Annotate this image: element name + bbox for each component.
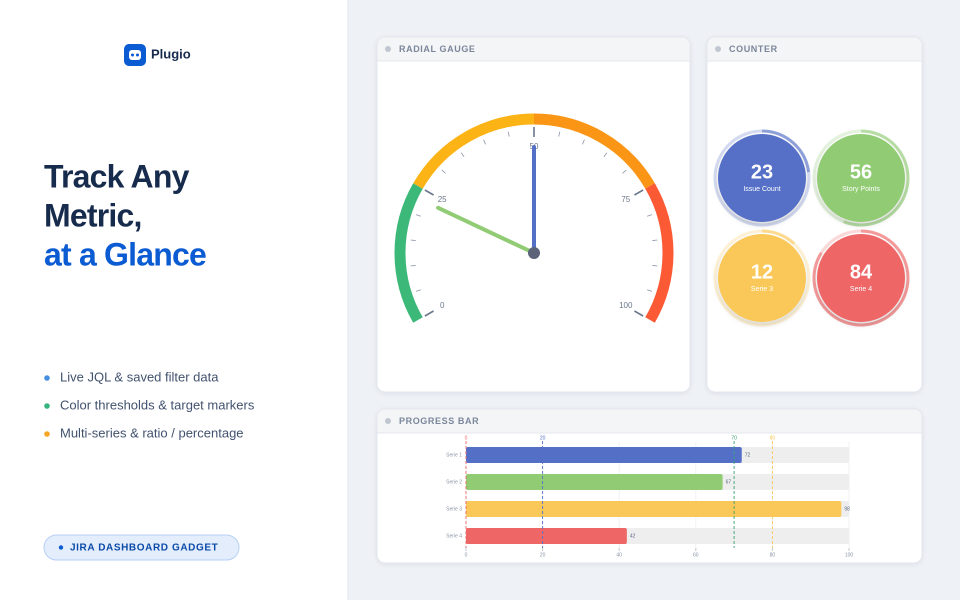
headline: Metric,: [44, 197, 142, 233]
counter-circle: [718, 134, 806, 222]
bar-value-label: 72: [745, 452, 751, 458]
panel-header: [377, 409, 922, 433]
counter-circle: [718, 234, 806, 322]
counter-circle: [817, 234, 905, 322]
gauge-hub: [528, 247, 540, 259]
headline-accent: at a Glance: [44, 236, 206, 272]
gauge-minor-tick: [410, 239, 416, 241]
gauge-minor-tick: [441, 169, 446, 174]
counter-value: 23: [751, 161, 773, 183]
gauge-major-tick: [634, 310, 644, 317]
gauge-band: [533, 113, 655, 189]
counter-value: 84: [850, 261, 873, 283]
brand-name: Plugio: [151, 46, 191, 61]
logo-eye: [131, 53, 134, 57]
gauge-tick-label: 0: [440, 301, 445, 310]
panel-header: [707, 37, 922, 61]
badge-text: JIRA DASHBOARD GADGET: [70, 543, 218, 554]
gauge-minor-tick: [415, 214, 421, 217]
gauge-minor-tick: [652, 239, 658, 241]
panel-header: [377, 37, 690, 61]
logo-eye: [136, 53, 139, 57]
counter-label: Story Points: [842, 186, 880, 193]
category-label: Serie 2: [446, 479, 462, 485]
logo-glyph: [129, 50, 141, 60]
feature-text: Color thresholds & target markers: [60, 397, 255, 412]
gauge-band: [645, 183, 674, 323]
panel-dot: [715, 46, 721, 52]
gauge-minor-tick: [582, 139, 585, 145]
gauge-band: [413, 113, 535, 189]
gauge-minor-tick: [647, 214, 653, 217]
panel-title: COUNTER: [729, 44, 778, 54]
x-tick-label: 20: [540, 552, 546, 558]
gauge-major-tick: [424, 189, 434, 196]
target-marker-label: 70: [731, 435, 737, 441]
badge-dot: [58, 545, 64, 550]
x-tick-label: 40: [616, 552, 622, 558]
gauge-minor-tick: [483, 139, 486, 145]
gauge-minor-tick: [652, 265, 658, 267]
gauge-minor-tick: [647, 289, 653, 292]
gauge-tick-label: 25: [438, 195, 447, 204]
counter-label: Serie 3: [751, 286, 773, 293]
feature-bullet: [44, 431, 50, 437]
bar: [466, 447, 742, 463]
feature-bullet: [44, 375, 50, 381]
target-marker-label: 80: [770, 435, 776, 441]
counter-circle: [817, 134, 905, 222]
gauge-tick-label: 75: [621, 195, 630, 204]
gauge-needle: [436, 205, 536, 255]
bar-value-label: 67: [726, 479, 732, 485]
gauge-minor-tick: [558, 131, 561, 137]
gauge-minor-tick: [460, 152, 465, 157]
gauge-minor-tick: [622, 169, 627, 174]
gauge-major-tick: [634, 189, 644, 196]
bar: [466, 501, 842, 517]
counter-value: 12: [751, 261, 773, 283]
gauge-major-tick: [424, 310, 434, 317]
x-tick-label: 0: [465, 552, 468, 558]
bar: [466, 528, 627, 544]
bar-value-label: 42: [630, 533, 636, 539]
feature-text: Live JQL & saved filter data: [60, 369, 219, 384]
x-tick-label: 60: [693, 552, 699, 558]
gauge-minor-tick: [603, 152, 608, 157]
panel-title: RADIAL GAUGE: [399, 44, 476, 54]
panel-dot: [385, 46, 391, 52]
gauge-minor-tick: [507, 131, 510, 137]
counter-label: Issue Count: [743, 186, 780, 193]
category-label: Serie 1: [446, 452, 462, 458]
headline: Track Any: [44, 158, 190, 194]
x-tick-label: 100: [845, 552, 854, 558]
counter-ring: [761, 129, 811, 173]
logo: Plugio: [124, 44, 191, 66]
category-label: Serie 4: [446, 533, 462, 539]
gauge-tick-label: 100: [619, 301, 633, 310]
feature-bullet: [44, 403, 50, 409]
counter-value: 56: [850, 161, 872, 183]
counter-ring: [843, 129, 910, 227]
bar-value-label: 98: [844, 506, 850, 512]
panel-title: PROGRESS BAR: [399, 416, 479, 426]
counter-ring: [761, 229, 796, 245]
target-marker-label: 20: [540, 435, 546, 441]
bar: [466, 474, 723, 490]
counter-label: Serie 4: [850, 286, 872, 293]
badge: [43, 534, 240, 561]
target-marker-label: 0: [465, 435, 468, 441]
gauge-band: [394, 183, 423, 323]
counter-ring: [812, 229, 910, 327]
gauge-minor-tick: [415, 289, 421, 292]
left-panel: [0, 0, 348, 600]
feature-text: Multi-series & ratio / percentage: [60, 425, 244, 440]
x-tick-label: 80: [770, 552, 776, 558]
panel-dot: [385, 418, 391, 424]
category-label: Serie 3: [446, 506, 462, 512]
gauge-minor-tick: [410, 265, 416, 267]
